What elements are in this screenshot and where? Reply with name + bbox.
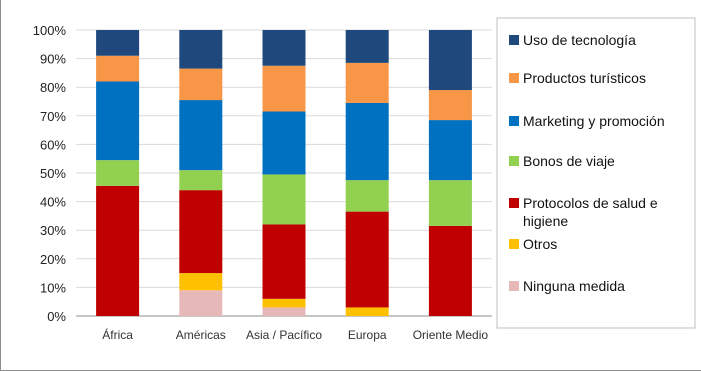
bar-americas-productos-turisticos [179,68,223,101]
bar-asia-pacifico-bonos-de-viaje [262,174,306,225]
bar-asia-pacifico-productos-turisticos [262,65,306,112]
bar-africa-uso-de-tecnologia [96,30,140,56]
y-tick-label: 0% [47,309,66,324]
y-tick-label: 90% [40,52,66,67]
legend-label-uso-de-tecnologia: Uso de tecnología [523,32,636,48]
bar-asia-pacifico-ninguna-medida [262,307,306,316]
x-tick-label: Américas [176,328,226,342]
bar-europa-uso-de-tecnologia [345,30,389,63]
legend-box [496,17,696,329]
bar-oriente-medio-bonos-de-viaje [428,180,472,226]
legend-swatch-protocolos-de-salud-e-higiene [509,198,519,208]
bar-europa-marketing-y-promocion [345,102,389,181]
bar-asia-pacifico-otros [262,298,306,308]
y-tick-label: 40% [40,195,66,210]
legend-swatch-ninguna-medida [509,281,519,291]
bar-africa-bonos-de-viaje [96,160,140,186]
legend-swatch-uso-de-tecnologia [509,35,519,45]
bar-asia-pacifico-marketing-y-promocion [262,111,306,175]
bar-oriente-medio-marketing-y-promocion [428,120,472,181]
legend-swatch-productos-turisticos [509,73,519,83]
bar-asia-pacifico-protocolos-de-salud-e-higiene [262,224,306,299]
bar-europa-productos-turisticos [345,62,389,103]
x-axis-ticks: África Américas Asia / Pacífico Europa Orien… [102,327,488,342]
x-tick-label: África [102,327,133,342]
bar-oriente-medio-protocolos-de-salud-e-higiene [428,225,472,316]
x-tick-label: Europa [348,328,387,342]
y-axis-ticks: 0% 10% 20% 30% 40% 50% 60% 70% 80% 90% 100% [33,23,67,324]
bar-oriente-medio-uso-de-tecnologia [428,30,472,91]
bar-europa-bonos-de-viaje [345,180,389,212]
x-tick-label: Asia / Pacífico [246,328,322,342]
legend-label-marketing-y-promocion: Marketing y promoción [523,113,665,129]
y-tick-label: 20% [40,252,66,267]
y-tick-label: 60% [40,137,66,152]
y-tick-label: 10% [40,280,66,295]
y-tick-label: 30% [40,223,66,238]
bar-asia-pacifico-uso-de-tecnologia [262,30,306,66]
bar-americas-bonos-de-viaje [179,170,223,191]
y-tick-label: 70% [40,109,66,124]
bar-africa-marketing-y-promocion [96,81,140,161]
x-tick-label: Oriente Medio [413,328,489,342]
legend-label-protocolos-de-salud-e-higiene: Protocolos de salud e [523,195,658,211]
legend-label-otros: Otros [523,236,557,252]
legend-label-protocolos-de-salud-e-higiene: higiene [523,213,568,229]
legend-swatch-marketing-y-promocion [509,116,519,126]
y-tick-label: 50% [40,166,66,181]
y-tick-label: 100% [33,23,67,38]
bar-americas-ninguna-medida [179,290,223,316]
bar-americas-otros [179,273,223,291]
legend-swatch-bonos-de-viaje [509,156,519,166]
legend-swatch-otros [509,239,519,249]
bar-europa-protocolos-de-salud-e-higiene [345,211,389,308]
legend-label-ninguna-medida: Ninguna medida [523,278,625,294]
bars [96,30,472,316]
bar-oriente-medio-productos-turisticos [428,90,472,121]
bar-europa-otros [345,307,389,316]
bar-americas-uso-de-tecnologia [179,30,223,69]
legend: Uso de tecnología Productos turísticos Mar… [496,17,696,329]
bar-americas-protocolos-de-salud-e-higiene [179,190,223,274]
legend-label-bonos-de-viaje: Bonos de viaje [523,153,615,169]
y-tick-label: 80% [40,80,66,95]
bar-africa-protocolos-de-salud-e-higiene [96,185,140,316]
bar-americas-marketing-y-promocion [179,100,223,171]
bar-africa-productos-turisticos [96,55,140,82]
legend-label-productos-turisticos: Productos turísticos [523,70,646,86]
